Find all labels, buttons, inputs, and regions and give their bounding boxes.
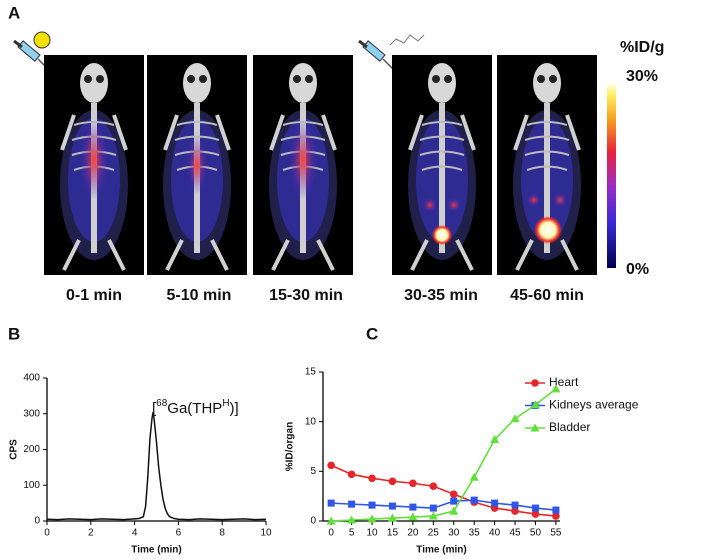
x-tick-label: 2 (88, 528, 94, 539)
marker (470, 496, 478, 504)
marker (511, 507, 519, 515)
colorbar-min: 0% (626, 261, 649, 278)
time-label: 45-60 min (510, 287, 584, 304)
x-tick-label: 35 (469, 528, 481, 539)
data-line (330, 464, 556, 517)
marker (347, 515, 357, 524)
y-tick-label: 300 (23, 408, 40, 419)
data-line (46, 411, 267, 521)
x-tick-label: 25 (428, 528, 440, 539)
panel-label: B (8, 324, 20, 343)
y-tick-label: 5 (310, 466, 316, 477)
data-line (331, 388, 557, 522)
x-tick-label: 0 (328, 528, 334, 539)
annotation-part: Ga(THP (167, 400, 222, 417)
x-tick-label: 10 (260, 528, 272, 539)
x-tick-label: 0 (44, 528, 50, 539)
y-axis-label: %ID/organ (285, 422, 296, 471)
x-axis-label: Time (min) (131, 545, 181, 556)
time-label: 5-10 min (167, 287, 232, 304)
y-tick-label: 10 (305, 416, 317, 427)
x-tick-label: 20 (407, 528, 419, 539)
radioactive-icon (33, 31, 51, 49)
marker (531, 510, 540, 518)
y-tick-label: 400 (23, 373, 40, 384)
colorbar-max: 30% (626, 68, 658, 85)
marker (510, 414, 520, 423)
x-tick-label: 45 (509, 528, 521, 539)
marker (531, 504, 539, 512)
marker (388, 477, 397, 486)
annotation-part: 68 (156, 398, 168, 409)
y-tick-label: 0 (310, 516, 316, 527)
x-tick-label: 30 (448, 528, 460, 539)
marker (368, 501, 376, 509)
x-tick-label: 10 (366, 528, 378, 539)
x-tick-label: 15 (387, 528, 399, 539)
marker (409, 479, 417, 488)
marker (327, 499, 335, 507)
time-label: 0-1 min (66, 287, 122, 304)
marker (408, 512, 418, 521)
marker (327, 461, 335, 470)
colorbar-title: %ID/g (620, 39, 664, 56)
x-tick-label: 5 (349, 528, 355, 539)
marker (530, 400, 540, 409)
marker (347, 470, 356, 479)
x-tick-label: 55 (550, 528, 562, 539)
legend-label: Heart (549, 375, 579, 389)
data-line (331, 499, 556, 511)
marker (491, 499, 499, 507)
marker (450, 497, 458, 505)
marker (388, 502, 396, 510)
marker (469, 472, 479, 481)
y-tick-label: 15 (305, 367, 317, 378)
marker (449, 506, 459, 515)
colorbar (607, 82, 616, 268)
marker (551, 384, 561, 393)
annotation-part: H (222, 398, 229, 409)
syringe-icon (357, 39, 395, 71)
annotation-part: )] (230, 400, 239, 417)
legend-marker (531, 379, 539, 387)
marker (387, 513, 397, 522)
marker (429, 504, 437, 512)
x-axis-label: Time (min) (416, 545, 466, 556)
y-axis-label: CPS (9, 439, 20, 460)
x-tick-label: 6 (176, 528, 182, 539)
marker (368, 474, 376, 483)
x-tick-label: 8 (219, 528, 225, 539)
marker (490, 435, 500, 444)
x-tick-label: 50 (530, 528, 542, 539)
marker (429, 482, 438, 491)
marker (428, 511, 438, 520)
legend-marker (530, 423, 540, 432)
time-label: 15-30 min (269, 287, 343, 304)
y-tick-label: 200 (23, 444, 40, 455)
y-tick-label: 0 (34, 516, 40, 527)
marker (552, 512, 560, 520)
pet-images (42, 53, 599, 277)
x-tick-label: 4 (132, 528, 138, 539)
panel-label: C (366, 324, 378, 343)
marker (511, 501, 519, 509)
x-tick-label: 40 (489, 528, 501, 539)
marker (367, 514, 377, 523)
legend-label: Bladder (549, 420, 590, 434)
time-label: 30-35 min (404, 287, 478, 304)
annotation-part: [ (152, 400, 157, 417)
marker (409, 503, 417, 511)
legend-label: Kidneys average (549, 398, 639, 412)
molecule-icon (389, 34, 425, 46)
y-tick-label: 100 (23, 480, 40, 491)
panel-label: A (8, 3, 20, 22)
marker (326, 516, 336, 525)
marker (348, 500, 356, 508)
marker (552, 506, 560, 514)
annotation: [68Ga(THPH)] (152, 398, 239, 417)
marker (449, 490, 458, 498)
